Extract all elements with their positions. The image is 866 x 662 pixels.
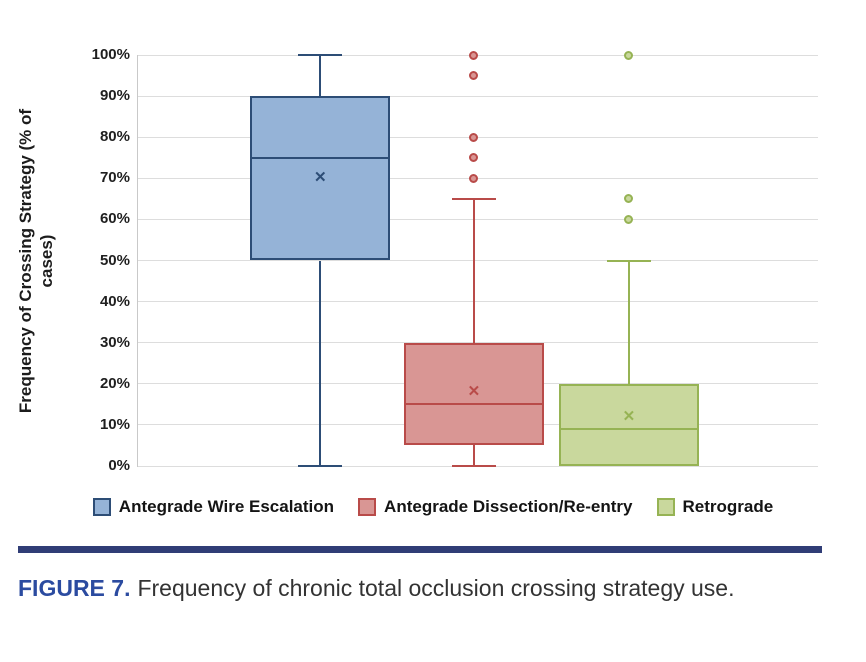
lower-whisker-cap [298, 465, 343, 467]
upper-whisker-cap [606, 259, 651, 262]
y-axis-tick-labels: 100% 90% 80% 70% 60% 50% 40% 30% 20% 10% 0% [56, 46, 130, 474]
legend-swatch-icon [358, 498, 377, 516]
legend-swatch-icon [656, 498, 675, 516]
y-tick-label-0%: 0% [108, 457, 130, 474]
lower-whisker-line [472, 445, 475, 466]
outlier-dot [624, 50, 634, 60]
lower-whisker-line [319, 260, 322, 466]
y-tick-label-100%: 100% [91, 46, 130, 63]
y-tick-label-90%: 90% [99, 87, 130, 105]
y-tick-label-50%: 50% [99, 251, 130, 269]
figure-caption-label: FIGURE 7. [18, 575, 131, 601]
outlier-dot [469, 153, 479, 163]
legend-item-antegrade-dissection-re-entry: Antegrade Dissection/Re-entry [358, 497, 633, 517]
outlier-dot [624, 194, 634, 204]
lower-whisker-cap [451, 465, 496, 467]
y-tick-label-20%: 20% [99, 374, 130, 392]
legend-item-antegrade-wire-escalation: Antegrade Wire Escalation [92, 497, 335, 517]
figure-caption: FIGURE 7. Frequency of chronic total occl… [18, 569, 850, 608]
mean-marker-icon: ✕ [622, 407, 636, 425]
gridline-50% [138, 260, 818, 261]
outlier-dot [469, 173, 479, 183]
iqr-box [558, 383, 699, 466]
iqr-box [403, 342, 544, 446]
legend-swatch-icon [92, 498, 111, 516]
legend-label: Antegrade Wire Escalation [118, 497, 335, 516]
chart-legend: Antegrade Wire Escalation Antegrade Disse… [0, 497, 866, 517]
y-tick-label-10%: 10% [99, 415, 130, 433]
mean-marker-icon: ✕ [467, 383, 481, 401]
caption-separator-bar [18, 546, 822, 553]
gridline-40% [138, 301, 818, 303]
y-tick-label-40%: 40% [99, 292, 130, 310]
upper-whisker-cap [451, 197, 496, 200]
y-tick-label-60%: 60% [99, 210, 130, 228]
outlier-dot [469, 132, 479, 142]
upper-whisker-cap [298, 54, 343, 56]
y-axis-title-line-1: Frequency of Crossing Strategy (% of [16, 108, 35, 413]
y-axis-title: Frequency of Crossing Strategy (% of cas… [15, 55, 57, 466]
outlier-dot [469, 71, 479, 81]
median-line [405, 403, 542, 406]
outlier-dot [469, 50, 479, 60]
gridline-60% [138, 218, 818, 220]
y-tick-label-80%: 80% [99, 128, 130, 146]
upper-whisker-line [472, 198, 475, 343]
upper-whisker-line [627, 260, 630, 384]
legend-label: Antegrade Dissection/Re-entry [384, 497, 633, 516]
legend-label: Retrograde [682, 497, 774, 516]
median-line [560, 428, 697, 430]
y-axis-title-line-2: cases) [37, 234, 56, 287]
mean-marker-icon: ✕ [313, 169, 327, 187]
y-tick-label-30%: 30% [99, 333, 130, 351]
plot-area: ✕ ✕ ✕ [137, 50, 818, 467]
iqr-box [250, 96, 391, 261]
gridline-90% [138, 95, 818, 97]
outlier-dot [624, 214, 634, 224]
upper-whisker-line [319, 55, 322, 97]
figure-caption-text: Frequency of chronic total occlusion cro… [137, 575, 735, 601]
y-tick-label-70%: 70% [99, 169, 130, 187]
legend-item-retrograde: Retrograde [656, 497, 774, 517]
median-line [252, 156, 389, 159]
